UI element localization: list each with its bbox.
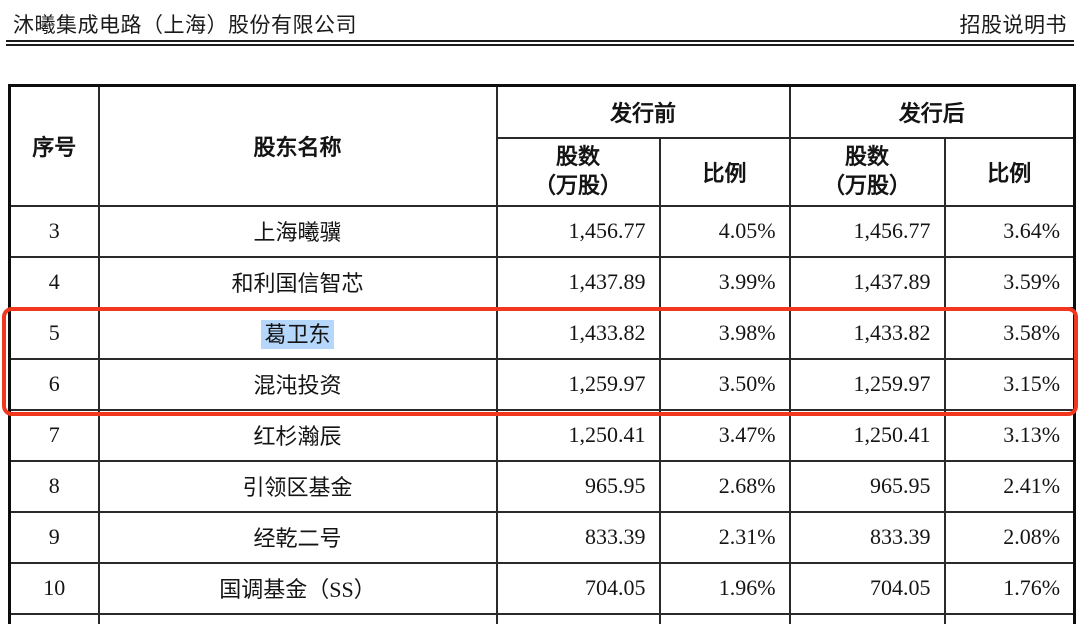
table-header-row-1: 序号 股东名称 发行前 发行后 xyxy=(8,84,1076,207)
header-pre-shares: 股数 （万股） xyxy=(495,136,661,207)
cell-seq: 7 xyxy=(8,408,100,462)
header-divider-rule xyxy=(6,40,1074,46)
cell-seq: 9 xyxy=(8,510,100,564)
cell-pre-ratio: 3.98% xyxy=(658,306,791,360)
cell-shareholder: 混沌投资 xyxy=(97,357,498,411)
cell-shareholder: 葛卫东 xyxy=(97,306,498,360)
cell-post-shares: 1,433.82 xyxy=(788,306,946,360)
company-name: 沐曦集成电路（上海）股份有限公司 xyxy=(13,13,357,37)
table-row: 6 混沌投资 1,259.97 3.50% 1,259.97 3.15% xyxy=(8,357,1076,411)
cell-shareholder: 经乾二号 xyxy=(97,510,498,564)
cell-shareholder: 上海曦骥 xyxy=(97,204,498,258)
cell-pre-shares: 704.05 xyxy=(495,561,661,615)
cell-post-shares xyxy=(788,612,946,624)
header-shares-unit: （万股） xyxy=(823,172,912,198)
cell-post-shares: 1,250.41 xyxy=(788,408,946,462)
page-header: 沐曦集成电路（上海）股份有限公司 招股说明书 xyxy=(13,9,1067,39)
table-row: 7 红杉瀚辰 1,250.41 3.47% 1,250.41 3.13% xyxy=(8,408,1076,462)
cell-post-ratio: 1.76% xyxy=(943,561,1076,615)
table-row: 3 上海曦骥 1,456.77 4.05% 1,456.77 3.64% xyxy=(8,204,1076,258)
table-row: 5 葛卫东 1,433.82 3.98% 1,433.82 3.58% xyxy=(8,306,1076,360)
cell-seq: 4 xyxy=(8,255,100,309)
selected-text-highlight[interactable]: 葛卫东 xyxy=(261,320,334,349)
cell-shareholder: 国调基金（SS） xyxy=(97,561,498,615)
cell-shareholder xyxy=(97,612,498,624)
cell-post-shares: 1,437.89 xyxy=(788,255,946,309)
cell-post-ratio: 3.64% xyxy=(943,204,1076,258)
cell-shareholder: 红杉瀚辰 xyxy=(97,408,498,462)
cell-pre-shares: 1,437.89 xyxy=(495,255,661,309)
header-shares-unit: （万股） xyxy=(533,172,622,198)
header-post-shares: 股数 （万股） xyxy=(788,136,946,207)
cell-seq: 8 xyxy=(8,459,100,513)
header-post-issue: 发行后 xyxy=(788,84,1076,139)
cell-pre-shares: 1,259.97 xyxy=(495,357,661,411)
cell-seq: 6 xyxy=(8,357,100,411)
cell-pre-shares: 1,250.41 xyxy=(495,408,661,462)
cell-pre-shares: 965.95 xyxy=(495,459,661,513)
cell-post-shares: 704.05 xyxy=(788,561,946,615)
cell-post-shares: 1,456.77 xyxy=(788,204,946,258)
table-row-partial xyxy=(8,612,1076,624)
cell-pre-ratio: 2.31% xyxy=(658,510,791,564)
header-shares-label: 股数 xyxy=(845,143,890,169)
cell-post-ratio: 3.13% xyxy=(943,408,1076,462)
cell-pre-ratio xyxy=(658,612,791,624)
header-pre-issue: 发行前 xyxy=(495,84,791,139)
table-row: 10 国调基金（SS） 704.05 1.96% 704.05 1.76% xyxy=(8,561,1076,615)
table-header-row-2: 股数 （万股） 比例 股数 （万股） 比例 xyxy=(10,136,1076,207)
cell-post-ratio: 3.59% xyxy=(943,255,1076,309)
cell-shareholder: 和利国信智芯 xyxy=(97,255,498,309)
table-row: 4 和利国信智芯 1,437.89 3.99% 1,437.89 3.59% xyxy=(8,255,1076,309)
cell-pre-ratio: 4.05% xyxy=(658,204,791,258)
header-pre-ratio: 比例 xyxy=(658,136,791,207)
header-post-ratio: 比例 xyxy=(943,136,1076,207)
cell-pre-shares: 1,456.77 xyxy=(495,204,661,258)
shareholder-table: 序号 股东名称 发行前 发行后 股数 （万股） 比例 股数 （万股） xyxy=(8,84,1077,624)
cell-pre-shares: 833.39 xyxy=(495,510,661,564)
cell-shareholder: 引领区基金 xyxy=(97,459,498,513)
cell-post-shares: 833.39 xyxy=(788,510,946,564)
cell-post-ratio xyxy=(943,612,1076,624)
table-row: 9 经乾二号 833.39 2.31% 833.39 2.08% xyxy=(8,510,1076,564)
cell-pre-ratio: 3.99% xyxy=(658,255,791,309)
cell-post-ratio: 3.15% xyxy=(943,357,1076,411)
table-row: 8 引领区基金 965.95 2.68% 965.95 2.41% xyxy=(8,459,1076,513)
header-shareholder-name: 股东名称 xyxy=(97,84,498,207)
cell-pre-ratio: 3.50% xyxy=(658,357,791,411)
doc-type-label: 招股说明书 xyxy=(959,13,1067,37)
cell-pre-shares xyxy=(495,612,661,624)
cell-post-shares: 965.95 xyxy=(788,459,946,513)
cell-seq: 5 xyxy=(8,306,100,360)
header-shares-label: 股数 xyxy=(555,143,600,169)
cell-pre-ratio: 2.68% xyxy=(658,459,791,513)
cell-post-ratio: 2.08% xyxy=(943,510,1076,564)
cell-pre-shares: 1,433.82 xyxy=(495,306,661,360)
cell-post-ratio: 3.58% xyxy=(943,306,1076,360)
cell-pre-ratio: 1.96% xyxy=(658,561,791,615)
header-seq: 序号 xyxy=(8,84,100,207)
cell-post-ratio: 2.41% xyxy=(943,459,1076,513)
cell-seq xyxy=(8,612,100,624)
cell-seq: 3 xyxy=(8,204,100,258)
cell-post-shares: 1,259.97 xyxy=(788,357,946,411)
cell-pre-ratio: 3.47% xyxy=(658,408,791,462)
cell-seq: 10 xyxy=(8,561,100,615)
